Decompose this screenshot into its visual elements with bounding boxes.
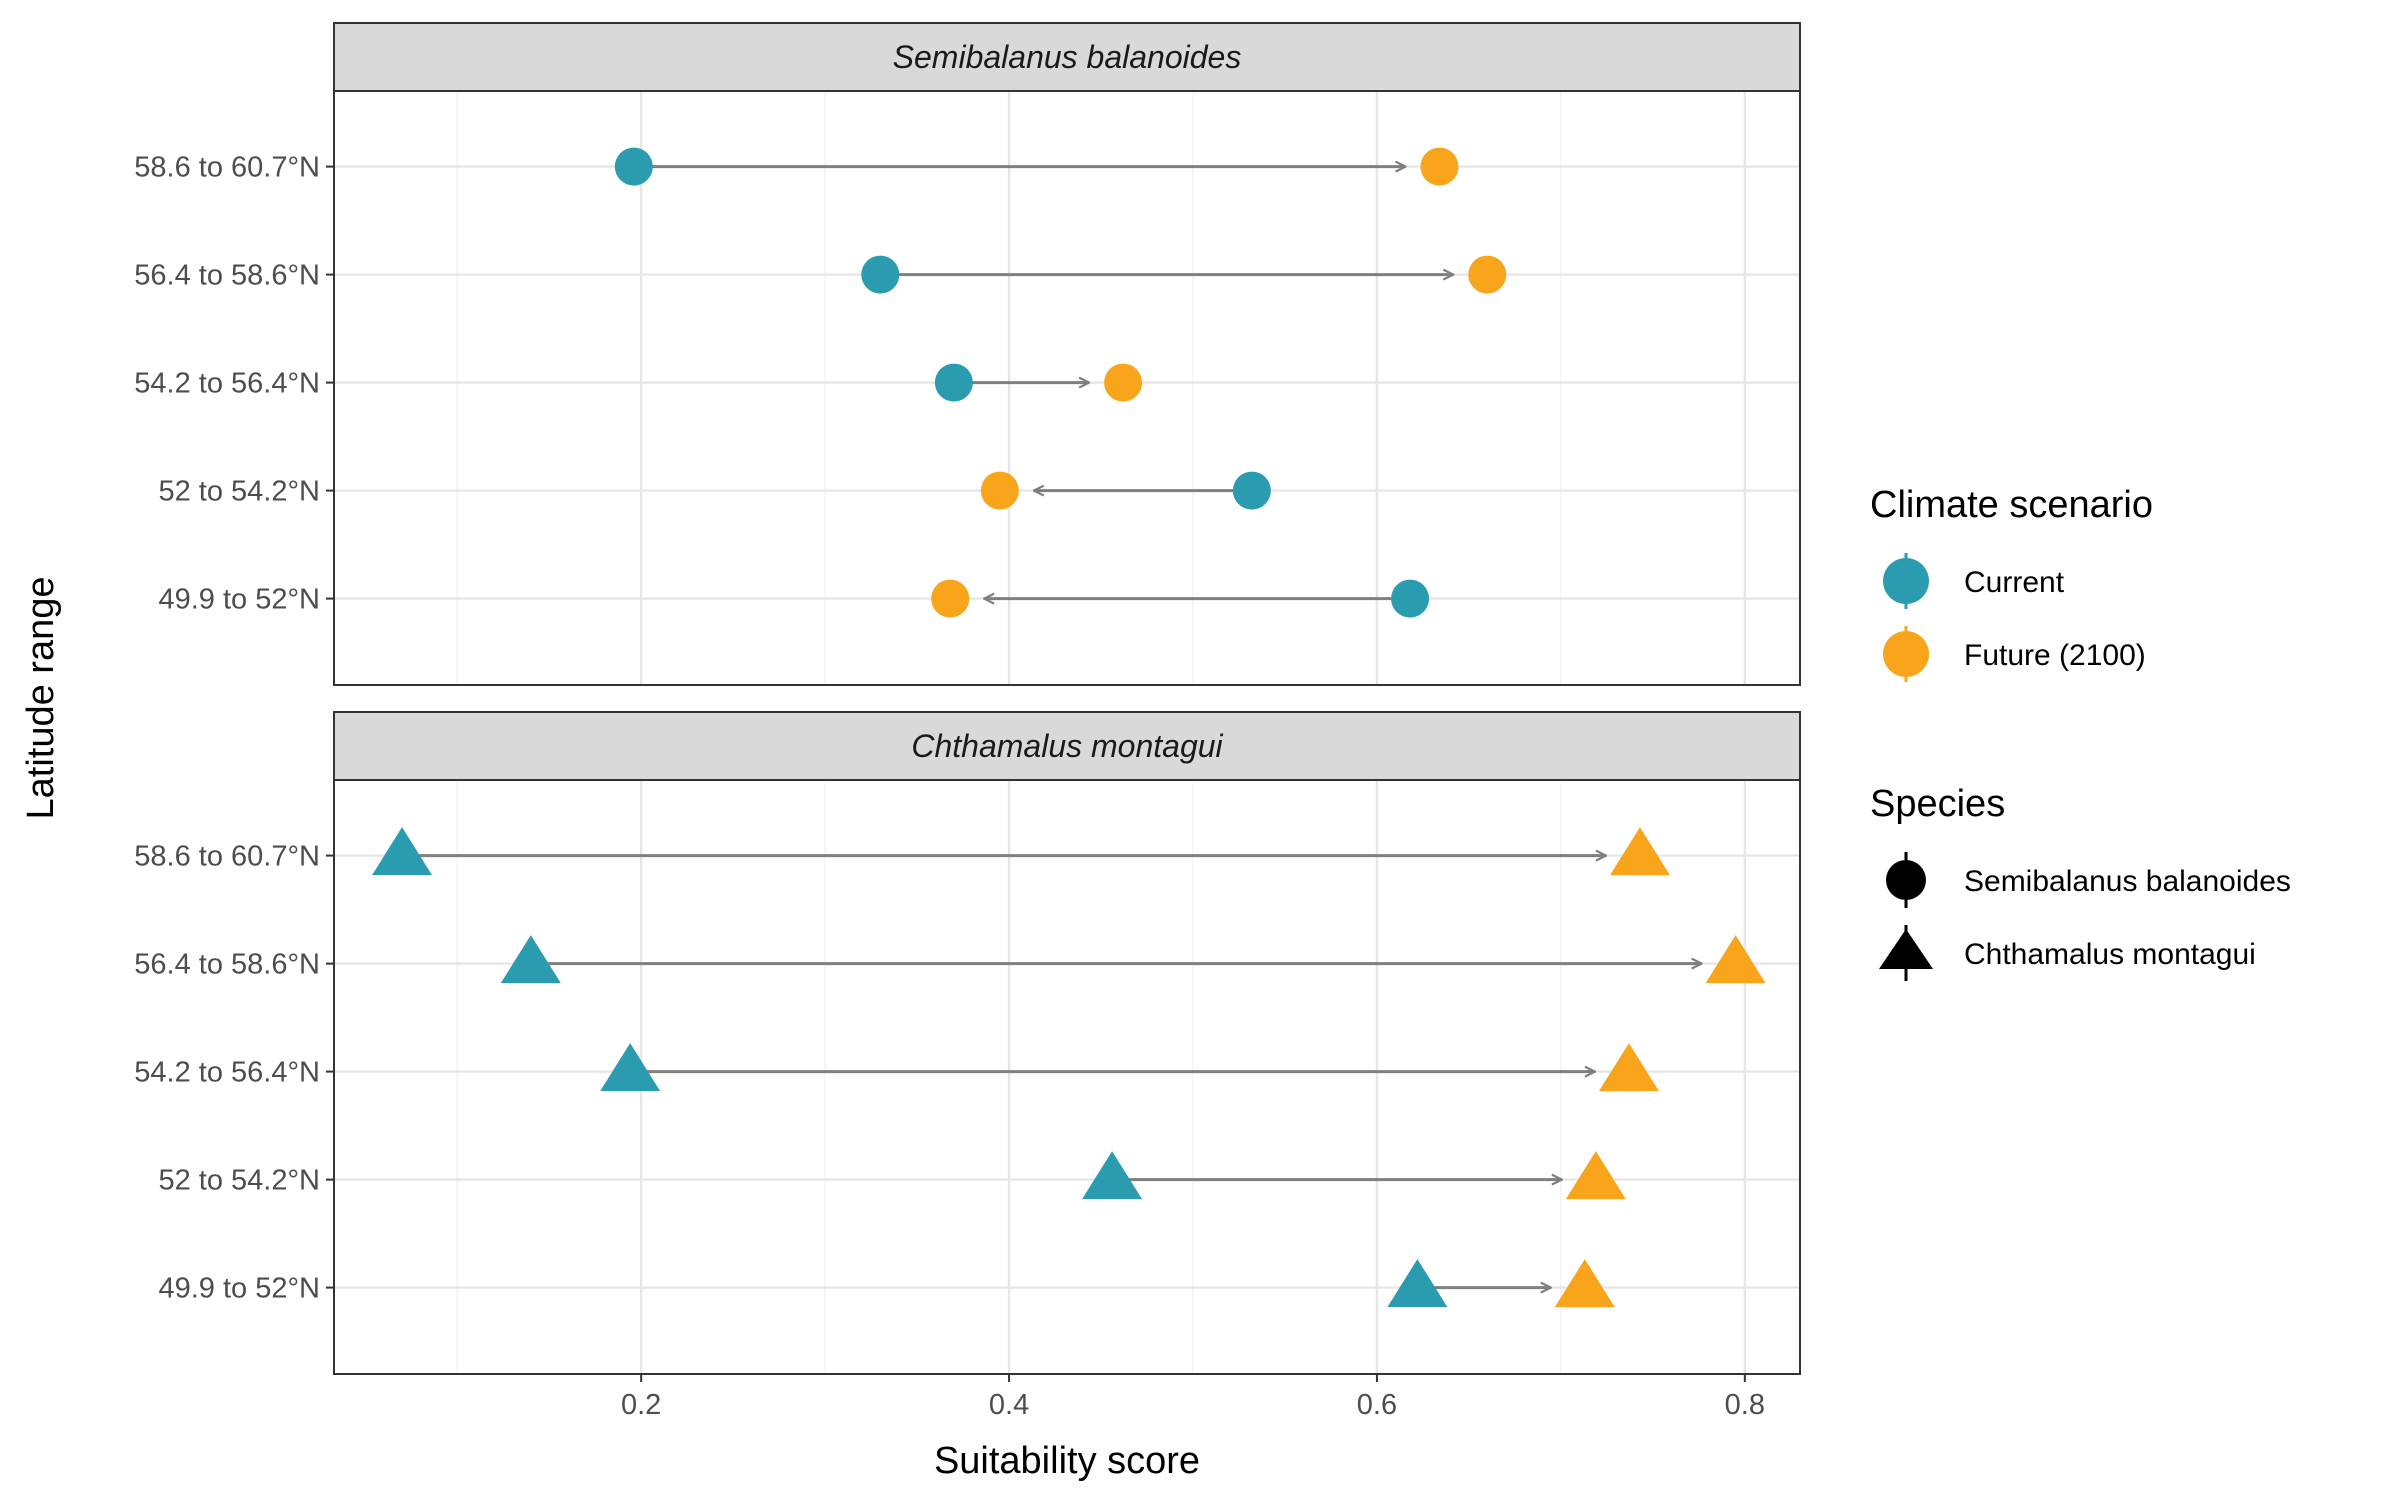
panel-1-y-tick-labels: 58.6 to 60.7°N 56.4 to 58.6°N 54.2 to 56.4… [134, 152, 334, 616]
panel-2-title: Chthamalus montagui [911, 728, 1223, 764]
panel-1: Semibalanus balanoides 58.6 to 60.7°N 56.… [134, 22, 1801, 686]
y-tick-label: 56.4 to 58.6°N [134, 260, 320, 292]
panel-1-strip [333, 22, 1801, 92]
future-point [980, 471, 1019, 510]
panel-2-border [333, 779, 1801, 1375]
y-tick-label: 54.2 to 56.4°N [134, 1057, 320, 1089]
x-axis: 0.2 0.4 0.6 0.8 [621, 1374, 1765, 1421]
legend-species-title: Species [1870, 783, 2005, 825]
y-tick-label: 58.6 to 60.7°N [134, 152, 320, 184]
legend-item-semibalanus: Semibalanus balanoides [1886, 852, 2291, 908]
future-point [1565, 1151, 1626, 1200]
y-tick-label: 56.4 to 58.6°N [134, 949, 320, 981]
future-point [1705, 935, 1766, 984]
legend-current-key [1883, 558, 1929, 604]
legend-item-current: Current [1883, 553, 2065, 609]
legend-triangle-key [1879, 929, 1933, 969]
y-tick-label: 58.6 to 60.7°N [134, 841, 320, 873]
current-point [1082, 1151, 1143, 1200]
y-tick-label: 52 to 54.2°N [158, 1165, 320, 1197]
future-point [1554, 1259, 1615, 1308]
y-tick-label: 54.2 to 56.4°N [134, 368, 320, 400]
legend-semibalanus-label: Semibalanus balanoides [1964, 865, 2291, 898]
panel-2-marks [372, 827, 1766, 1308]
legend-scenario-title: Climate scenario [1870, 484, 2153, 526]
panel-2-strip [333, 711, 1801, 781]
current-point [372, 827, 433, 876]
current-point [500, 935, 561, 984]
x-axis-title: Suitability score [934, 1440, 1200, 1482]
current-point [861, 255, 900, 294]
panel-1-title: Semibalanus balanoides [893, 39, 1242, 75]
current-point [1391, 579, 1430, 618]
future-point [1609, 827, 1670, 876]
y-axis-title: Latitude range [20, 577, 62, 820]
panel-2-plot-area [334, 780, 1800, 1374]
current-point [1387, 1259, 1448, 1308]
y-tick-label: 49.9 to 52°N [158, 1273, 320, 1305]
y-tick-label: 49.9 to 52°N [158, 584, 320, 616]
x-tick-label: 0.2 [621, 1389, 661, 1421]
future-point [1468, 255, 1507, 294]
x-tick-label: 0.6 [1357, 1389, 1397, 1421]
legend-future-key [1883, 631, 1929, 677]
current-point [1232, 471, 1271, 510]
legend-circle-key [1886, 860, 1926, 900]
x-tick-label: 0.8 [1725, 1389, 1765, 1421]
future-point [1420, 147, 1459, 186]
x-tick-label: 0.4 [989, 1389, 1029, 1421]
future-point [1598, 1043, 1659, 1092]
y-tick-label: 52 to 54.2°N [158, 476, 320, 508]
legend-chthamalus-label: Chthamalus montagui [1964, 938, 2256, 971]
panel-1-marks [614, 147, 1507, 618]
legend-future-label: Future (2100) [1964, 639, 2146, 672]
panel-1-plot-area [334, 91, 1800, 685]
future-point [1104, 363, 1143, 402]
current-point [614, 147, 653, 186]
legend-item-future: Future (2100) [1883, 626, 2146, 682]
current-point [600, 1043, 661, 1092]
panel-2: Chthamalus montagui 58.6 to 60.7°N 56.4 t… [134, 711, 1801, 1375]
legend: Climate scenario Current Future (2100) S… [1870, 484, 2291, 981]
future-point [931, 579, 970, 618]
legend-item-chthamalus: Chthamalus montagui [1879, 925, 2256, 981]
current-point [934, 363, 973, 402]
legend-current-label: Current [1964, 566, 2065, 599]
panel-2-y-tick-labels: 58.6 to 60.7°N 56.4 to 58.6°N 54.2 to 56.4… [134, 841, 334, 1305]
panel-1-border [333, 90, 1801, 686]
